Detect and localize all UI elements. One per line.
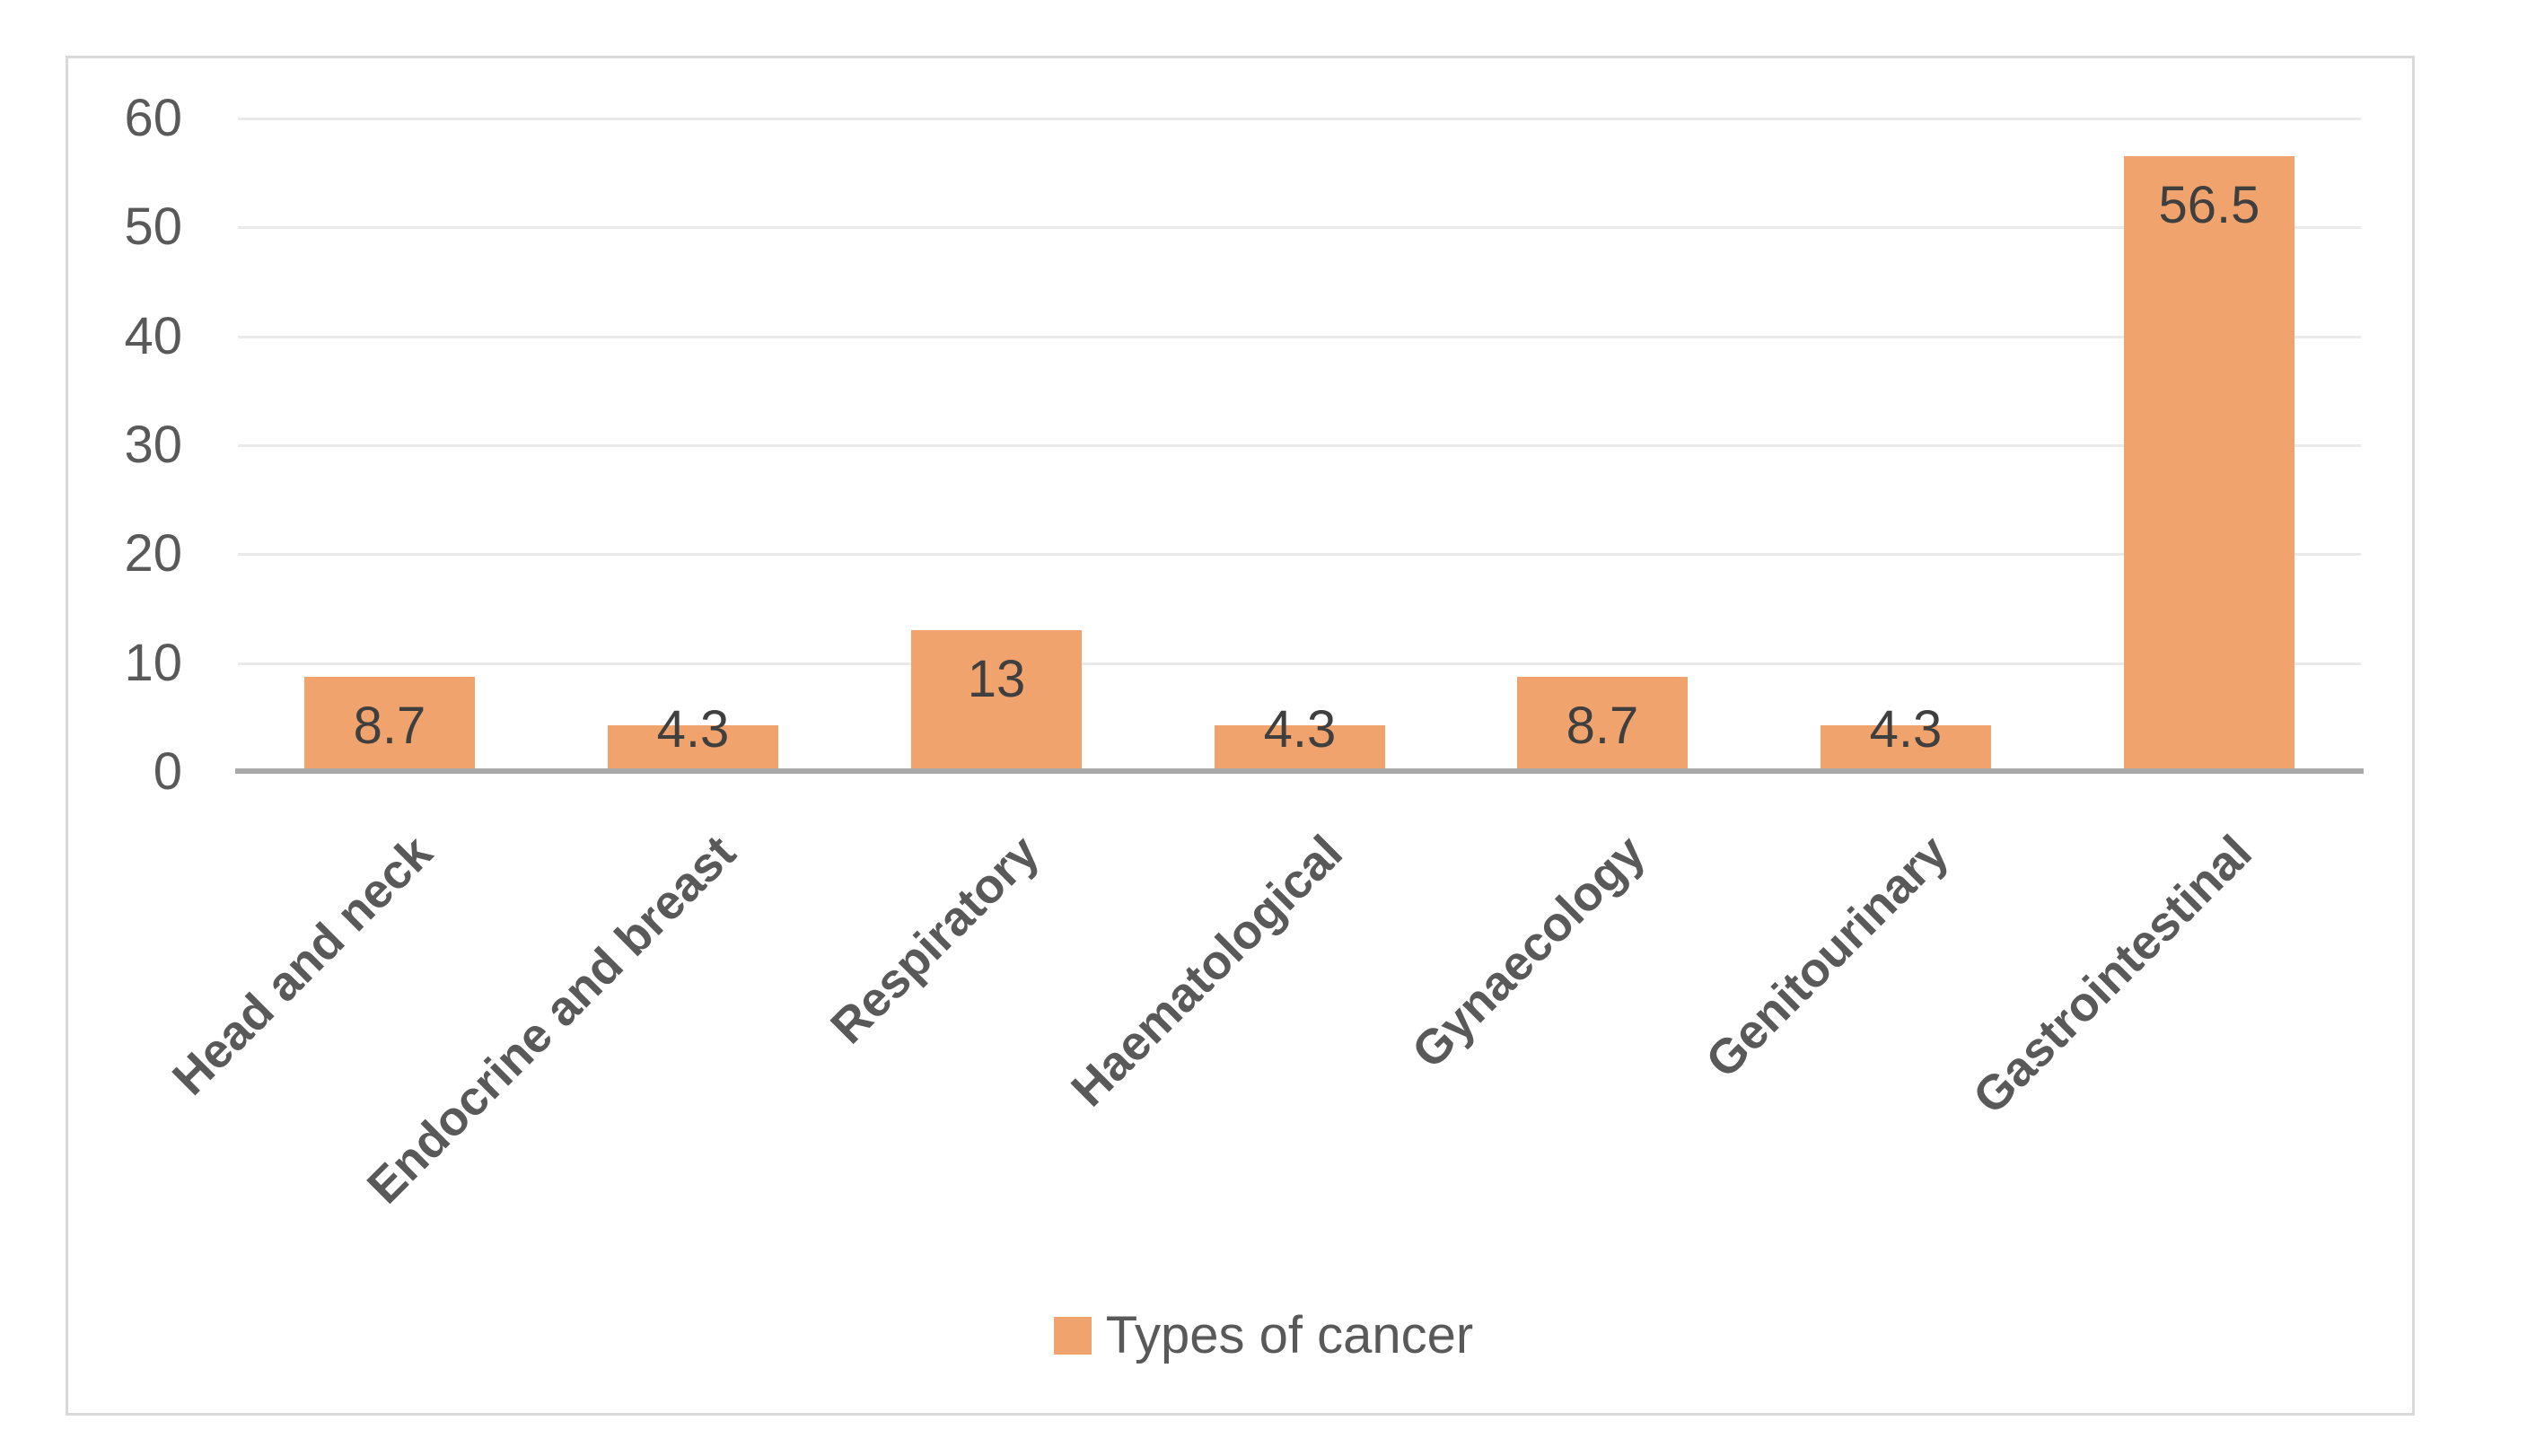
y-gridline: [238, 118, 2361, 120]
bar: [911, 630, 1082, 772]
x-category-label: Haematological: [1061, 825, 1353, 1118]
bar-value-label: 8.7: [1566, 697, 1639, 755]
y-axis-tick-label: 30: [124, 416, 182, 474]
bar-value-label: 56.5: [2158, 176, 2260, 234]
y-gridline: [238, 336, 2361, 338]
bar: [2124, 156, 2294, 772]
legend-swatch-icon: [1053, 1317, 1092, 1355]
y-axis-tick-label: 50: [124, 197, 182, 256]
x-category-label: Respiratory: [820, 825, 1049, 1055]
x-category-label: Gastrointestinal: [1962, 825, 2262, 1125]
bar-value-label: 4.3: [1263, 700, 1337, 759]
bar: [1215, 725, 1385, 772]
y-gridline: [238, 444, 2361, 447]
bar: [304, 677, 475, 772]
bar: [608, 725, 778, 772]
bar-value-label: 8.7: [353, 697, 426, 755]
bar-value-label: 4.3: [1869, 700, 1943, 759]
bar-value-label: 13: [967, 650, 1026, 708]
y-gridline: [238, 226, 2361, 229]
y-gridline: [238, 553, 2361, 556]
y-gridline: [238, 662, 2361, 665]
y-axis-tick-label: 0: [153, 742, 182, 801]
y-axis-tick-label: 10: [124, 634, 182, 692]
y-axis-tick-label: 20: [124, 524, 182, 583]
x-axis-line: [235, 768, 2364, 774]
legend-label: Types of cancer: [1105, 1306, 1474, 1364]
x-category-label: Gynaecology: [1401, 825, 1655, 1079]
x-category-label: Genitourinary: [1696, 825, 1959, 1089]
bar: [1517, 677, 1688, 772]
bar-value-label: 4.3: [656, 700, 730, 759]
legend: Types of cancer: [0, 1309, 2527, 1363]
x-category-label: Endocrine and breast: [356, 825, 746, 1215]
bar: [1821, 725, 1991, 772]
y-axis-tick-label: 40: [124, 307, 182, 365]
y-axis-tick-label: 60: [124, 89, 182, 147]
x-category-label: Head and neck: [162, 825, 443, 1106]
